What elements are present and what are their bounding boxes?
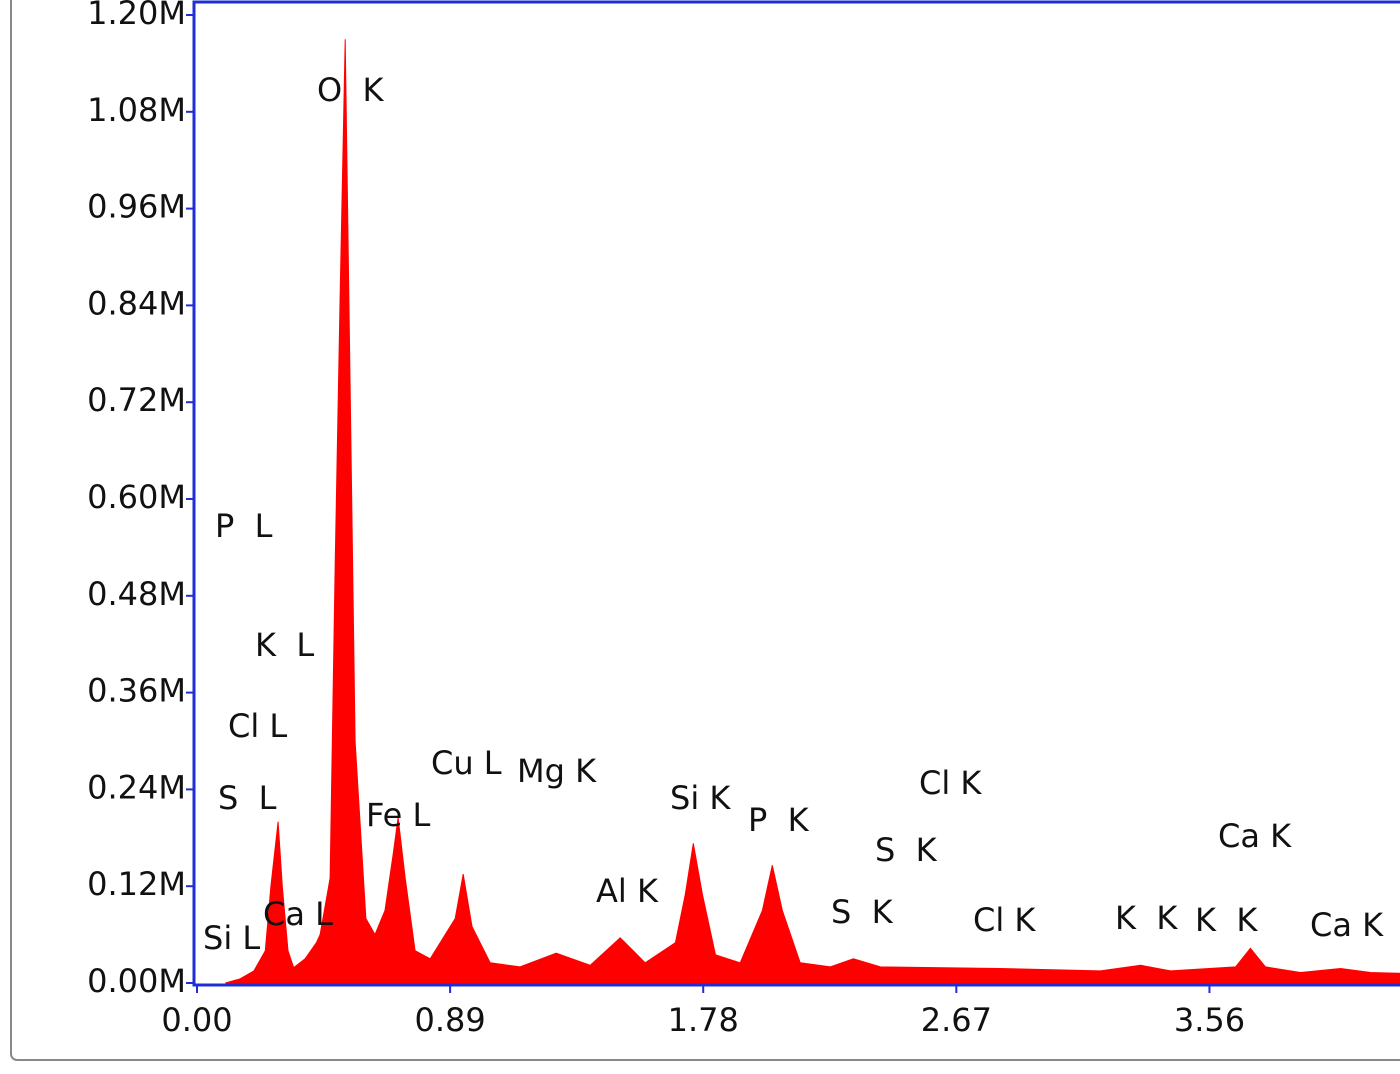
peak-label: S K: [831, 893, 894, 931]
x-tick-label: 2.67: [921, 1001, 992, 1039]
y-tick-label: 0.12M: [87, 865, 186, 903]
peak-label: S K: [875, 831, 938, 869]
y-tick-label: 0.72M: [87, 381, 186, 419]
peak-label: Ca K: [1310, 906, 1384, 944]
peak-label: O K: [317, 71, 385, 109]
peak-label: Cl L: [228, 707, 287, 745]
x-tick-label: 0.89: [414, 1001, 485, 1039]
y-tick-label: 1.08M: [87, 91, 186, 129]
y-tick-label: 1.20M: [87, 0, 186, 32]
peak-label: P K: [748, 801, 810, 839]
peak-label: Cu L: [431, 744, 502, 782]
plot-frame: [192, 0, 1400, 987]
y-tick-label: 0.36M: [87, 672, 186, 710]
peak-label: K K: [1115, 899, 1178, 937]
peak-label: Al K: [596, 872, 659, 910]
peak-label: Mg K: [517, 752, 597, 790]
y-tick-label: 0.84M: [87, 284, 186, 322]
peak-label: Ca L: [263, 895, 333, 933]
x-tick-label: 1.78: [668, 1001, 739, 1039]
x-tick-label: 3.56: [1174, 1001, 1245, 1039]
y-tick-label: 0.48M: [87, 575, 186, 613]
peak-label: Cl K: [919, 764, 982, 802]
y-tick-label: 0.24M: [87, 768, 186, 806]
panel-frame: [10, 0, 1400, 1061]
peak-label: Si K: [670, 779, 731, 817]
x-tick-label: 0.00: [161, 1001, 232, 1039]
plot: [225, 39, 1400, 984]
y-tick-label: 0.60M: [87, 478, 186, 516]
peak-label: K K: [1195, 901, 1258, 939]
peak-label: Cl K: [973, 901, 1036, 939]
peak-label: K L: [255, 626, 314, 664]
peak-label: Ca K: [1218, 817, 1292, 855]
peak-label: P L: [215, 507, 273, 545]
y-tick-label: 0.00M: [87, 962, 186, 1000]
peak-label: Fe L: [366, 796, 431, 834]
peak-label: Si L: [203, 919, 260, 957]
y-tick-label: 0.96M: [87, 188, 186, 226]
peak-label: S L: [218, 779, 277, 817]
spectrum: [225, 39, 1400, 984]
